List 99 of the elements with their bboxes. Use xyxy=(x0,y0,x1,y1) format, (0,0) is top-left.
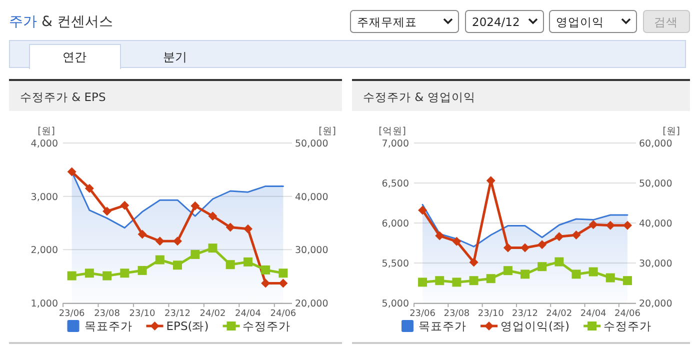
point xyxy=(572,230,581,240)
point xyxy=(452,236,462,246)
legend-label: 목표주가 xyxy=(418,319,467,333)
y-tick-label: 5,000 xyxy=(382,298,409,310)
y-tick-label: 1,000 xyxy=(30,298,58,310)
y2-tick-label: 60,000 xyxy=(639,138,672,150)
point xyxy=(486,274,496,284)
point xyxy=(84,184,94,193)
x-tick-label: 24/02 xyxy=(200,309,226,319)
point xyxy=(120,268,130,278)
point xyxy=(452,278,462,287)
point xyxy=(226,260,235,270)
point xyxy=(538,240,547,250)
y2-tick-label: 50,000 xyxy=(295,138,328,150)
x-tick-label: 23/12 xyxy=(512,309,538,319)
y-tick-label: 4,000 xyxy=(30,138,58,150)
point xyxy=(173,260,182,270)
y2-tick-label: 20,000 xyxy=(639,298,672,310)
y2-tick-label: 50,000 xyxy=(639,178,672,190)
point xyxy=(469,258,478,267)
text: 연간 xyxy=(62,50,86,64)
x-tick-label: 24/06 xyxy=(614,309,641,319)
point xyxy=(606,220,615,230)
legend-label: 수정주가 xyxy=(603,319,652,333)
point xyxy=(554,257,564,266)
x-tick-label: 24/02 xyxy=(546,309,572,319)
point xyxy=(418,278,428,287)
legend-label: 영업이익(좌) xyxy=(500,319,570,333)
text: 주가 & 컨센서스 xyxy=(9,14,113,30)
point xyxy=(520,243,530,252)
point xyxy=(84,268,94,278)
point xyxy=(503,243,512,252)
point xyxy=(606,273,615,282)
point xyxy=(138,230,147,239)
legend-label: 수정주가 xyxy=(242,319,291,333)
point xyxy=(120,200,130,210)
point xyxy=(102,271,112,280)
point xyxy=(67,167,76,176)
point xyxy=(435,231,444,240)
legend-label: EPS(좌) xyxy=(166,319,209,333)
point xyxy=(226,222,235,232)
point xyxy=(588,220,598,230)
point xyxy=(138,266,147,275)
x-tick-label: 24/04 xyxy=(580,309,607,319)
y2-tick-label: 40,000 xyxy=(295,192,328,203)
y2-tick-label: 30,000 xyxy=(295,245,328,256)
point xyxy=(572,270,581,279)
y-tick-label: 6,500 xyxy=(382,178,409,190)
y-tick-label: 7,000 xyxy=(382,138,409,150)
x-tick-label: 23/08 xyxy=(444,309,470,319)
point xyxy=(538,262,547,272)
point xyxy=(261,265,270,274)
y-axis-title: [원] xyxy=(38,126,55,137)
y2-tick-label: 20,000 xyxy=(295,298,328,310)
point xyxy=(243,257,252,266)
point xyxy=(503,266,512,276)
point xyxy=(190,250,200,259)
point xyxy=(520,270,530,279)
y-tick-label: 6,000 xyxy=(382,218,409,230)
chart-title: 수정주가 & EPS xyxy=(20,90,106,104)
point xyxy=(208,244,218,253)
point xyxy=(278,268,288,278)
y2-tick-label: 30,000 xyxy=(639,258,672,270)
y-tick-label: 3,000 xyxy=(30,192,58,203)
point xyxy=(622,276,632,286)
point xyxy=(155,236,164,246)
point xyxy=(173,236,182,246)
text: 2024/12 xyxy=(472,15,520,29)
x-tick-label: 24/04 xyxy=(234,309,262,319)
point xyxy=(554,232,564,242)
point xyxy=(155,255,164,264)
y-axis-title: [억원] xyxy=(378,126,406,137)
x-tick-label: 23/10 xyxy=(129,309,156,319)
x-tick-label: 23/06 xyxy=(58,309,86,319)
text: 주재무제표 xyxy=(357,15,417,29)
x-tick-label: 23/10 xyxy=(478,309,504,319)
y2-axis-title: [원] xyxy=(662,126,680,137)
point xyxy=(435,276,444,286)
point xyxy=(588,267,598,276)
y2-tick-label: 40,000 xyxy=(639,218,672,230)
x-tick-label: 24/06 xyxy=(270,309,296,319)
y-tick-label: 5,500 xyxy=(382,258,409,270)
x-tick-label: 23/06 xyxy=(410,309,436,319)
text: 검색 xyxy=(654,15,678,29)
point xyxy=(418,206,428,215)
point xyxy=(208,212,218,221)
text: 영업이익 xyxy=(556,15,604,29)
point xyxy=(469,276,478,286)
legend-label: 목표주가 xyxy=(84,319,132,333)
x-tick-label: 23/12 xyxy=(164,309,190,319)
y-tick-label: 2,000 xyxy=(30,245,58,256)
text: 분기 xyxy=(163,50,187,64)
point xyxy=(190,201,200,210)
chart-title: 수정주가 & 영업이익 xyxy=(363,90,476,104)
x-tick-label: 23/08 xyxy=(94,309,120,319)
y2-axis-title: [원] xyxy=(318,126,336,137)
point xyxy=(102,206,112,216)
point xyxy=(67,271,76,280)
point xyxy=(243,224,252,234)
